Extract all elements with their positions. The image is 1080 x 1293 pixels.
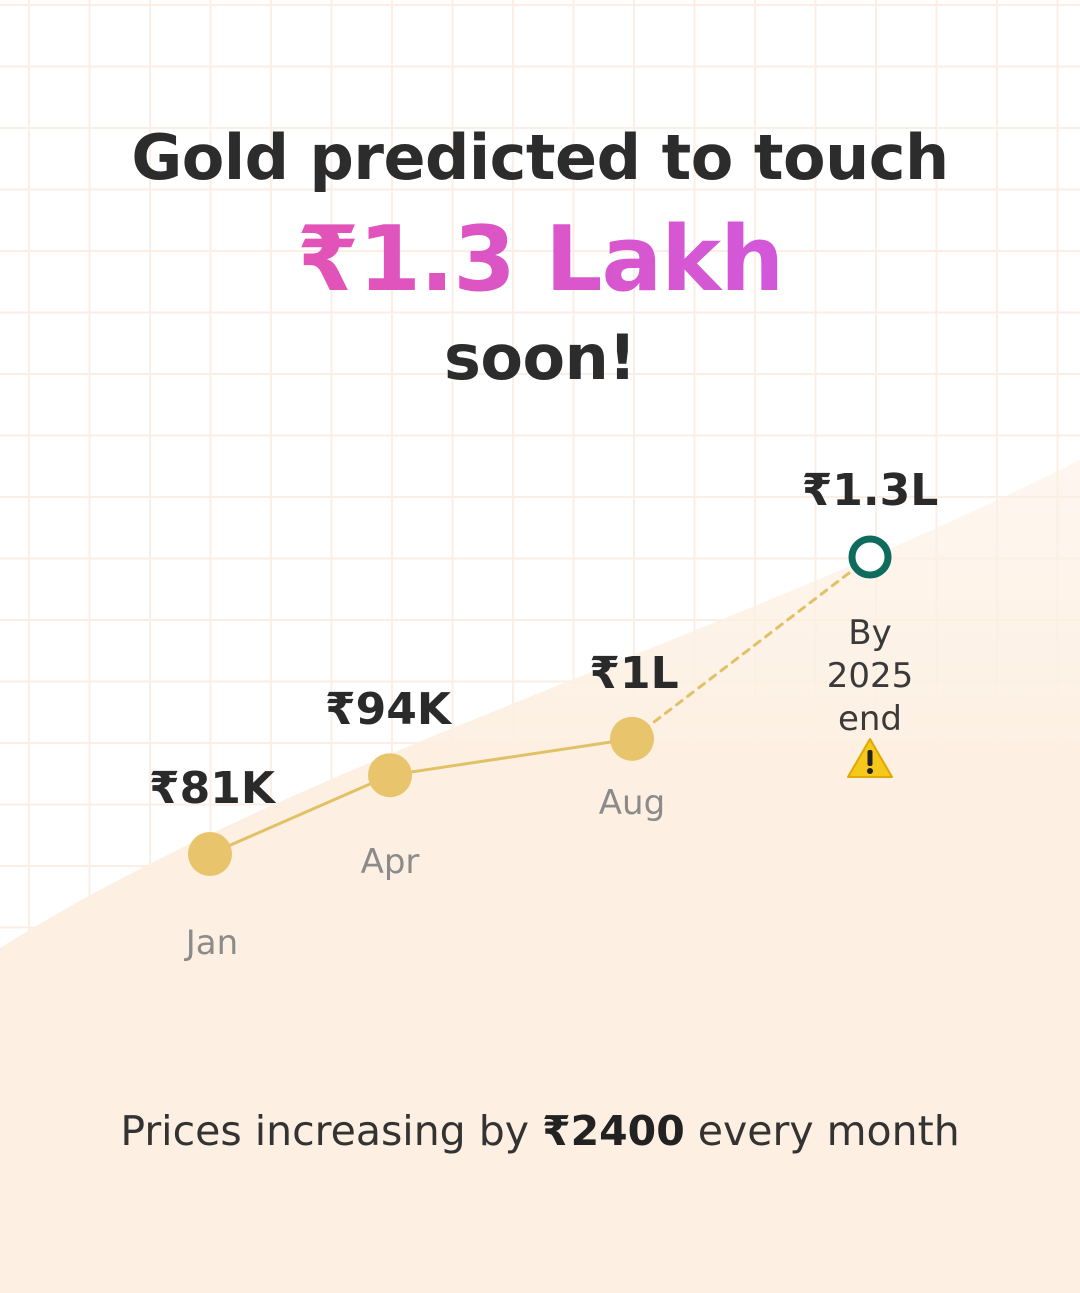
line-segment bbox=[388, 737, 634, 777]
month-label-jan: Jan bbox=[184, 923, 238, 963]
background-area bbox=[0, 460, 1080, 1293]
footer-statement: Prices increasing by ₹2400 every month bbox=[0, 1104, 1080, 1158]
category-label-by-2025-end-line2: 2025 bbox=[827, 656, 914, 696]
footer-suffix: every month bbox=[684, 1107, 960, 1155]
month-label-apr: Apr bbox=[361, 842, 420, 882]
value-label-jan: ₹81K bbox=[149, 763, 277, 814]
data-point-aug bbox=[610, 716, 654, 761]
forecast-line-segment bbox=[630, 555, 872, 741]
data-point-jan bbox=[188, 832, 232, 876]
month-label-aug: Aug bbox=[599, 783, 665, 823]
data-point-apr bbox=[368, 753, 412, 798]
headline-line3: soon! bbox=[443, 321, 637, 394]
headline-highlight: ₹1.3 Lakh bbox=[0, 210, 1080, 310]
footer-prefix: Prices increasing by bbox=[120, 1107, 543, 1155]
value-label-apr: ₹94K bbox=[325, 684, 453, 735]
line-segment bbox=[208, 773, 392, 856]
warning-icon bbox=[847, 738, 893, 778]
footer-amount: ₹2400 bbox=[542, 1107, 685, 1155]
value-label-aug: ₹1L bbox=[589, 648, 678, 699]
value-label-by-2025-end: ₹1.3L bbox=[802, 465, 939, 516]
forecast-point-by-2025-end bbox=[848, 535, 892, 579]
headline-line1: Gold predicted to touch bbox=[131, 121, 949, 194]
category-label-by-2025-end-line1: By bbox=[848, 613, 891, 653]
category-label-by-2025-end-line3: end bbox=[838, 699, 902, 739]
